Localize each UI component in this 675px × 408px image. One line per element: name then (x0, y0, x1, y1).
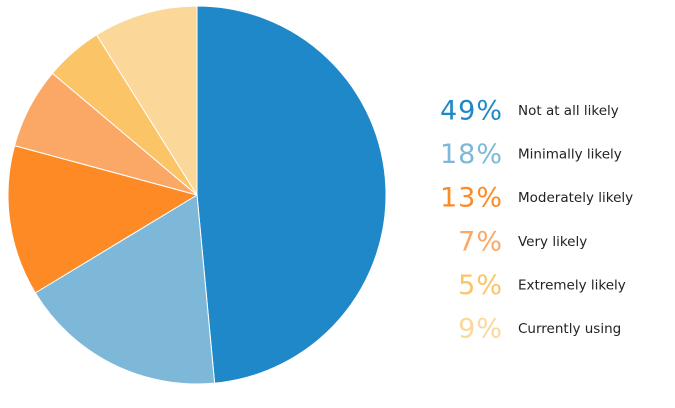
legend-value-extremely-likely: 5% (458, 270, 503, 301)
pie-slice-currently-using (95, 5, 198, 197)
legend-label-extremely-likely: Extremely likely (518, 277, 626, 293)
pie-slices (7, 5, 387, 385)
legend-value-very-likely: 7% (458, 226, 503, 257)
legend-value-not-at-all-likely: 49% (440, 96, 503, 127)
legend-value-currently-using: 9% (458, 314, 503, 345)
legend-label-minimally-likely: Minimally likely (518, 147, 622, 163)
pie-slice-minimally-likely (34, 194, 216, 385)
legend-label-very-likely: Very likely (518, 234, 587, 250)
legend-label-moderately-likely: Moderately likely (518, 190, 633, 206)
legend: 49% Not at all likely 18% Minimally likely 1… (440, 96, 633, 345)
legend-label-not-at-all-likely: Not at all likely (518, 103, 619, 119)
legend-label-currently-using: Currently using (518, 321, 621, 337)
legend-value-minimally-likely: 18% (440, 139, 503, 170)
legend-value-moderately-likely: 13% (440, 183, 503, 214)
pie-slice-not-at-all-likely (196, 5, 387, 384)
